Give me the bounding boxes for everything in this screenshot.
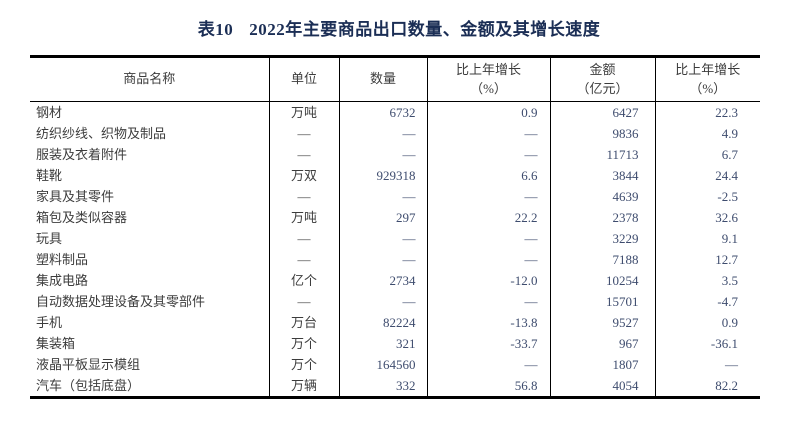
table-row: 家具及其零件 — — — 4639 -2.5 <box>30 186 760 207</box>
table-row: 钢材 万吨 6732 0.9 6427 22.3 <box>30 101 760 123</box>
table-row: 塑料制品 — — — 7188 12.7 <box>30 249 760 270</box>
col-header-value-growth: 比上年增长 （%） <box>654 56 760 102</box>
table-row: 汽车（包括底盘） 万辆 332 56.8 4054 82.2 <box>30 375 760 398</box>
table-row: 自动数据处理设备及其零部件 — — — 15701 -4.7 <box>30 291 760 312</box>
table-number: 表10 <box>197 20 234 39</box>
export-commodities-table: 商品名称 单位 数量 比上年增长 （%） 金额 （亿元） 比上年增长 （%） 钢材 万… <box>30 55 760 399</box>
col-header-quantity: 数量 <box>338 56 427 102</box>
col-header-unit: 单位 <box>268 56 339 102</box>
table-row: 玩具 — — — 3229 9.1 <box>30 228 760 249</box>
header-row: 商品名称 单位 数量 比上年增长 （%） 金额 （亿元） 比上年增长 （%） <box>30 56 760 102</box>
col-header-name: 商品名称 <box>30 56 269 102</box>
table-title-text: 2022年主要商品出口数量、金额及其增长速度 <box>249 20 601 39</box>
table-row: 鞋靴 万双 929318 6.6 3844 24.4 <box>30 165 760 186</box>
table-row: 纺织纱线、织物及制品 — — — 9836 4.9 <box>30 123 760 144</box>
table-row: 液晶平板显示模组 万个 164560 — 1807 — <box>30 354 760 375</box>
table-row: 集装箱 万个 321 -33.7 967 -36.1 <box>30 333 760 354</box>
table-title: 表10 2022年主要商品出口数量、金额及其增长速度 <box>0 15 798 40</box>
table-row: 服装及衣着附件 — — — 11713 6.7 <box>30 144 760 165</box>
col-header-qty-growth: 比上年增长 （%） <box>426 56 550 102</box>
table-row: 手机 万台 82224 -13.8 9527 0.9 <box>30 312 760 333</box>
table-row: 集成电路 亿个 2734 -12.0 10254 3.5 <box>30 270 760 291</box>
col-header-value: 金额 （亿元） <box>549 56 655 102</box>
table-row: 箱包及类似容器 万吨 297 22.2 2378 32.6 <box>30 207 760 228</box>
